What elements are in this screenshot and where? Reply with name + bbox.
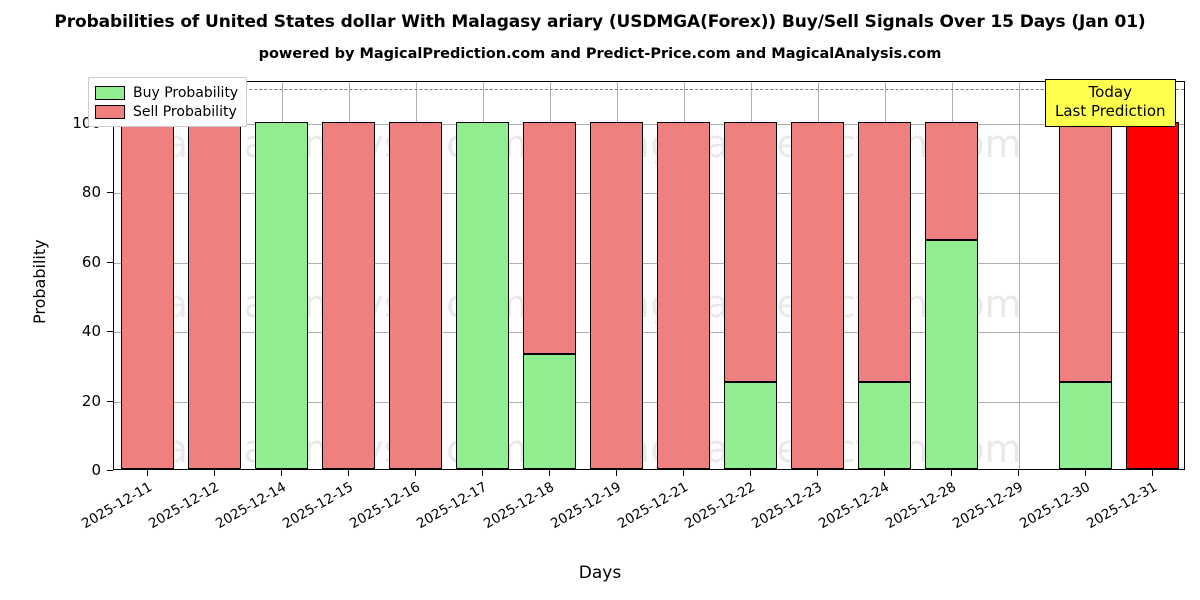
bar-segment-sell[interactable] [1058,121,1113,383]
legend-swatch-buy [95,85,125,100]
chart-legend: Buy Probability Sell Probability [88,77,248,127]
x-tick-mark [749,470,751,476]
bar-segment-sell[interactable] [924,121,979,240]
x-tick-mark [548,470,550,476]
bar-segment-buy[interactable] [455,121,510,469]
y-axis-label: Probability [30,238,49,324]
y-tick-label: 0 [91,461,101,479]
bars-layer [114,82,1184,469]
bar-segment-sell[interactable] [120,121,175,469]
x-tick-mark [280,470,282,476]
legend-label-sell: Sell Probability [133,103,237,120]
bar-segment-sell[interactable] [656,121,711,469]
bar-2025-12-12[interactable] [187,82,242,469]
bar-2025-12-17[interactable] [455,82,510,469]
chart-subtitle: powered by MagicalPrediction.com and Pre… [258,46,942,62]
bar-2025-12-14[interactable] [254,82,309,469]
y-tick-mark [107,470,113,472]
x-tick-mark [481,470,483,476]
legend-label-buy: Buy Probability [133,84,239,101]
y-tick-mark [107,331,113,333]
y-tick-mark [107,192,113,194]
y-tick-label: 40 [81,322,101,341]
x-tick-mark [414,470,416,476]
x-axis-label: Days [578,563,622,583]
bar-segment-sell[interactable] [388,121,443,469]
bar-segment-sell[interactable] [522,121,577,355]
bar-2025-12-28[interactable] [924,82,979,469]
x-tick-mark [213,470,215,476]
bar-2025-12-19[interactable] [589,82,644,469]
bar-segment-buy[interactable] [857,382,912,469]
y-tick-mark [107,400,113,402]
bar-segment-sell[interactable] [589,121,644,469]
gridline-horizontal [114,123,1184,125]
bar-2025-12-21[interactable] [656,82,711,469]
legend-swatch-sell [95,104,125,119]
x-tick-mark [347,470,349,476]
legend-item-buy: Buy Probability [95,83,238,102]
bar-2025-12-22[interactable] [723,82,778,469]
y-tick-mark [107,261,113,263]
bar-segment-buy[interactable] [254,121,309,469]
y-tick-label: 80 [81,183,101,202]
bar-segment-sell[interactable] [187,121,242,469]
x-tick-mark [682,470,684,476]
gridline-horizontal [114,262,1184,264]
x-tick-mark [1151,470,1153,476]
today-annotation-line1: Today [1088,83,1132,101]
y-tick-label: 60 [81,252,101,271]
bar-segment-sell[interactable] [790,121,845,469]
plot-area: MagicalAnalysis.comMagicalPrediction.com… [113,81,1185,470]
x-tick-mark [146,470,148,476]
bar-segment-buy[interactable] [924,239,979,469]
x-tick-mark [1084,470,1086,476]
bar-segment-buy[interactable] [723,382,778,469]
gridline-horizontal [114,332,1184,334]
bar-segment-sell[interactable] [1125,121,1180,469]
bar-2025-12-16[interactable] [388,82,443,469]
bar-2025-12-18[interactable] [522,82,577,469]
bar-2025-12-30[interactable] [1058,82,1113,469]
legend-item-sell: Sell Probability [95,102,238,121]
threshold-line [114,88,1184,90]
chart-title: Probabilities of United States dollar Wi… [54,12,1146,32]
bar-2025-12-11[interactable] [120,82,175,469]
bar-segment-sell[interactable] [857,121,912,383]
bar-2025-12-24[interactable] [857,82,912,469]
bar-segment-buy[interactable] [522,354,577,469]
today-annotation: Today Last Prediction [1045,79,1176,127]
x-tick-mark [1017,470,1019,476]
bar-segment-sell[interactable] [723,121,778,383]
gridline-horizontal [114,193,1184,195]
x-tick-mark [950,470,952,476]
bar-2025-12-31[interactable] [1125,82,1180,469]
y-tick-label: 20 [81,391,101,410]
bar-segment-sell[interactable] [321,121,376,469]
x-tick-mark [615,470,617,476]
today-annotation-line2: Last Prediction [1055,102,1166,120]
bar-2025-12-23[interactable] [790,82,845,469]
x-tick-mark [883,470,885,476]
gridline-vertical [1018,82,1020,469]
x-tick-mark [816,470,818,476]
bar-2025-12-15[interactable] [321,82,376,469]
gridline-horizontal [114,401,1184,403]
bar-segment-buy[interactable] [1058,382,1113,469]
